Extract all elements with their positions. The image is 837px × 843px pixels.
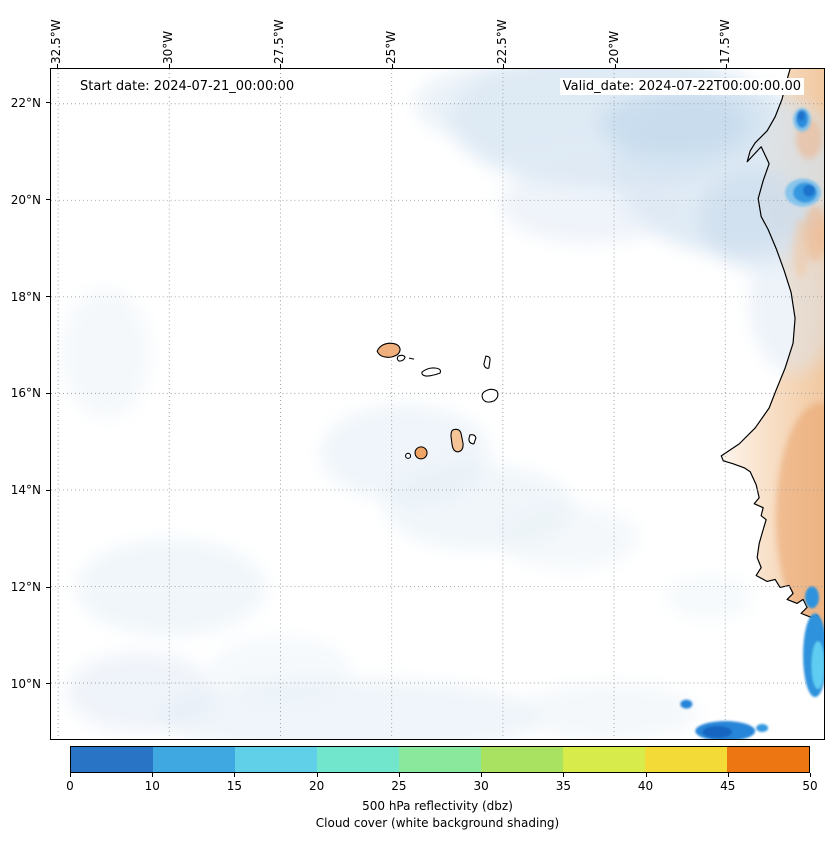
lon-tick-label: 17.5°W (718, 19, 732, 64)
island-santo-antao (376, 342, 401, 358)
colorbar-caption-line2: Cloud cover (white background shading) (315, 816, 560, 830)
colorbar-caption-line1: 500 hPa reflectivity (dbz) (362, 799, 513, 813)
latitude-axis: 22°N 20°N 18°N 16°N 14°N 12°N 10°N (0, 68, 50, 740)
island-sal (483, 355, 491, 369)
lat-tick-mark (46, 102, 50, 104)
colorbar-tick-label: 0 (66, 779, 74, 793)
lon-tick-mark (391, 64, 393, 68)
cape-verde-islands (376, 342, 499, 460)
colorbar-tick-mark (152, 773, 154, 777)
island-maio (468, 434, 477, 445)
colorbar-tick-label: 50 (802, 779, 818, 793)
lat-tick-mark (46, 489, 50, 491)
island-brava (405, 452, 412, 459)
colorbar-tick-mark (398, 773, 400, 777)
island-boa-vista (481, 388, 499, 403)
start-date-label: Start date: 2024-07-21_00:00:00 (77, 78, 298, 95)
reflectivity-blob (805, 586, 820, 609)
lon-tick-label: 20°W (606, 30, 621, 64)
colorbar-segment (645, 747, 727, 772)
colorbar (70, 746, 810, 773)
lon-tick-label: 30°W (160, 30, 175, 64)
lat-tick-mark (46, 683, 50, 685)
lat-tick-label: 22°N (10, 95, 41, 110)
longitude-axis: 32.5°W 30°W 27.5°W 25°W 22.5°W 20°W 17.5°W (0, 0, 837, 68)
colorbar-segment (563, 747, 645, 772)
map-plot-area: Start date: 2024-07-21_00:00:00 Valid_da… (50, 68, 825, 740)
lon-tick-mark (280, 64, 282, 68)
colorbar-segment (317, 747, 399, 772)
lat-tick-label: 12°N (10, 580, 41, 594)
island-sao-nicolau (421, 367, 442, 377)
colorbar-segment (727, 747, 809, 772)
lon-tick-mark (614, 64, 616, 68)
coastline (720, 69, 824, 636)
colorbar-tick-label: 25 (391, 779, 407, 793)
lat-tick-label: 20°N (10, 192, 41, 207)
reflectivity-blob (702, 726, 733, 739)
island-fogo (414, 446, 428, 460)
reflectivity-blob (803, 184, 816, 197)
lon-tick-label: 32.5°W (49, 19, 64, 64)
colorbar-tick-mark (563, 773, 565, 777)
reflectivity-blob (811, 641, 824, 690)
lon-tick-mark (503, 64, 505, 68)
colorbar-tick-label: 20 (309, 779, 325, 793)
colorbar-tick-mark (645, 773, 647, 777)
gridlines (51, 69, 824, 739)
colorbar-tick-label: 35 (555, 779, 571, 793)
colorbar-segment (399, 747, 481, 772)
lat-tick-label: 18°N (10, 289, 41, 304)
lat-tick-label: 16°N (10, 386, 41, 401)
reflectivity-layer (680, 107, 824, 739)
lat-tick-mark (46, 296, 50, 298)
reflectivity-blob (797, 110, 805, 121)
lon-tick-mark (726, 64, 727, 68)
lon-tick-mark (57, 64, 59, 68)
map-canvas (51, 69, 824, 739)
lat-tick-mark (46, 392, 50, 394)
lat-tick-mark (46, 586, 50, 588)
colorbar-tick-label: 10 (144, 779, 160, 793)
island-santiago (450, 428, 464, 453)
valid-date-label: Valid_date: 2024-07-22T00:00:00.00 (559, 78, 804, 95)
colorbar-tick-label: 45 (720, 779, 736, 793)
colorbar-segment (153, 747, 235, 772)
lon-tick-label: 25°W (383, 30, 398, 64)
lat-tick-label: 10°N (10, 676, 41, 691)
colorbar-tick-mark (234, 773, 236, 777)
reflectivity-blob (680, 699, 693, 709)
colorbar-tick-mark (810, 773, 811, 777)
colorbar-segment (235, 747, 317, 772)
colorbar-tick-label: 15 (226, 779, 243, 793)
colorbar-tick-mark (481, 773, 483, 777)
colorbar-segment (481, 747, 563, 772)
colorbar-tick-label: 40 (637, 779, 654, 793)
lat-tick-mark (46, 199, 50, 201)
lat-tick-label: 14°N (10, 483, 41, 498)
island-santa-luzia (408, 357, 415, 360)
island-sao-vicente (396, 354, 406, 362)
cloud-shading-layer (60, 69, 824, 739)
lon-tick-label: 27.5°W (272, 19, 287, 64)
colorbar-tick-label: 30 (473, 779, 489, 793)
colorbar-ticks: 0 10 15 20 25 30 35 40 45 50 (66, 773, 818, 795)
colorbar-tick-mark (316, 773, 318, 777)
colorbar-tick-mark (727, 773, 729, 777)
colorbar-tick-mark (70, 773, 71, 777)
colorbar-segment (71, 747, 153, 772)
lon-tick-label: 22.5°W (495, 19, 510, 64)
reflectivity-blob (756, 724, 769, 733)
lon-tick-mark (168, 64, 170, 68)
